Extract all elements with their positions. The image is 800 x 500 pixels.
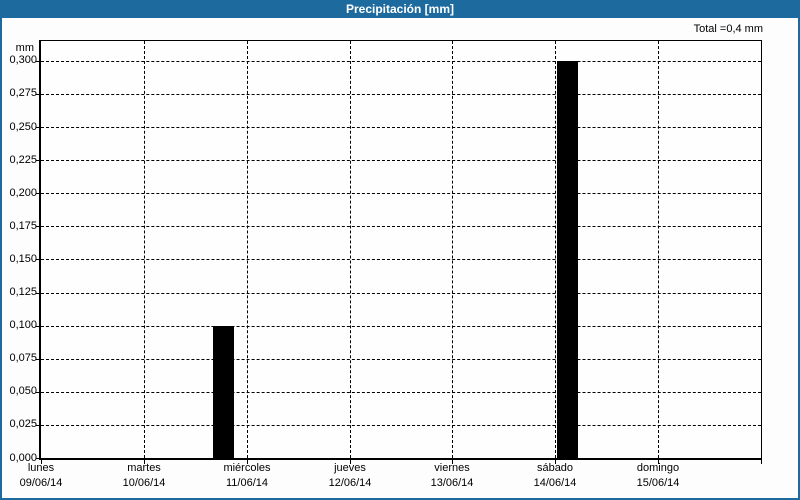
h-gridline (41, 293, 761, 294)
y-tick-label: 0,300 (9, 54, 37, 66)
y-tick-mark (36, 226, 40, 227)
x-tick-date-label: 11/06/14 (225, 477, 268, 489)
x-tick-day-label: martes (127, 462, 161, 474)
y-tick-label: 0,100 (9, 319, 37, 331)
h-gridline (41, 425, 761, 426)
y-tick-label: 0,225 (9, 154, 37, 166)
v-gridline (350, 41, 351, 458)
y-tick-mark (36, 293, 40, 294)
y-tick-label: 0,250 (9, 121, 37, 133)
v-gridline (247, 41, 248, 458)
x-tick-day-label: domingo (636, 462, 680, 474)
y-tick-label: 0,000 (9, 452, 37, 464)
y-tick-mark (36, 61, 40, 62)
y-tick-mark (36, 458, 40, 459)
y-tick-label: 0,275 (9, 87, 37, 99)
h-gridline (41, 127, 761, 128)
h-gridline (41, 160, 761, 161)
x-tick-day-label: lunes (27, 462, 55, 474)
x-tick-mark (144, 460, 145, 464)
y-tick-label: 0,175 (9, 220, 37, 232)
y-tick-label: 0,200 (9, 187, 37, 199)
precip-bar (213, 326, 234, 458)
x-tick-mark (658, 460, 659, 464)
y-tick-mark (36, 94, 40, 95)
x-tick-date-label: 10/06/14 (122, 477, 166, 489)
y-tick-mark (36, 392, 40, 393)
x-tick-date-label: 15/06/14 (636, 477, 680, 489)
v-gridline (452, 41, 453, 458)
x-tick-mark (761, 460, 762, 464)
y-tick-mark (36, 193, 40, 194)
x-tick-mark (41, 460, 42, 464)
v-gridline (555, 41, 556, 458)
y-tick-label: 0,075 (9, 352, 37, 364)
h-gridline (41, 392, 761, 393)
y-tick-mark (36, 160, 40, 161)
v-gridline (658, 41, 659, 458)
precip-bar (557, 61, 578, 458)
plot-area (39, 40, 762, 460)
x-tick-date-label: 12/06/14 (328, 477, 372, 489)
y-tick-mark (36, 127, 40, 128)
x-tick-day-label: jueves (334, 462, 366, 474)
x-tick-mark (452, 460, 453, 464)
y-tick-mark (36, 425, 40, 426)
h-gridline (41, 94, 761, 95)
x-tick-date-label: 09/06/14 (19, 477, 63, 489)
x-tick-date-label: 13/06/14 (430, 477, 474, 489)
y-axis-unit-label: mm (15, 42, 34, 54)
y-tick-mark (36, 359, 40, 360)
y-tick-label: 0,150 (9, 253, 37, 265)
h-gridline (41, 326, 761, 327)
y-tick-label: 0,025 (9, 418, 37, 430)
h-gridline (41, 226, 761, 227)
x-tick-mark (350, 460, 351, 464)
x-tick-mark (247, 460, 248, 464)
h-gridline (41, 193, 761, 194)
h-gridline (41, 259, 761, 260)
x-tick-mark (555, 460, 556, 464)
y-tick-label: 0,050 (9, 385, 37, 397)
h-gridline (41, 359, 761, 360)
x-tick-date-label: 14/06/14 (533, 477, 577, 489)
x-tick-day-label: viernes (434, 462, 470, 474)
v-gridline (144, 41, 145, 458)
x-tick-day-label: miércoles (223, 462, 271, 474)
y-tick-mark (36, 326, 40, 327)
y-tick-mark (36, 259, 40, 260)
chart-title: Precipitación [mm] (345, 2, 455, 16)
total-label: Total =0,4 mm (693, 23, 763, 35)
title-bar: Precipitación [mm] (0, 0, 800, 18)
h-gridline (41, 61, 761, 62)
x-tick-day-label: sábado (536, 462, 574, 474)
y-tick-label: 0,125 (9, 286, 37, 298)
